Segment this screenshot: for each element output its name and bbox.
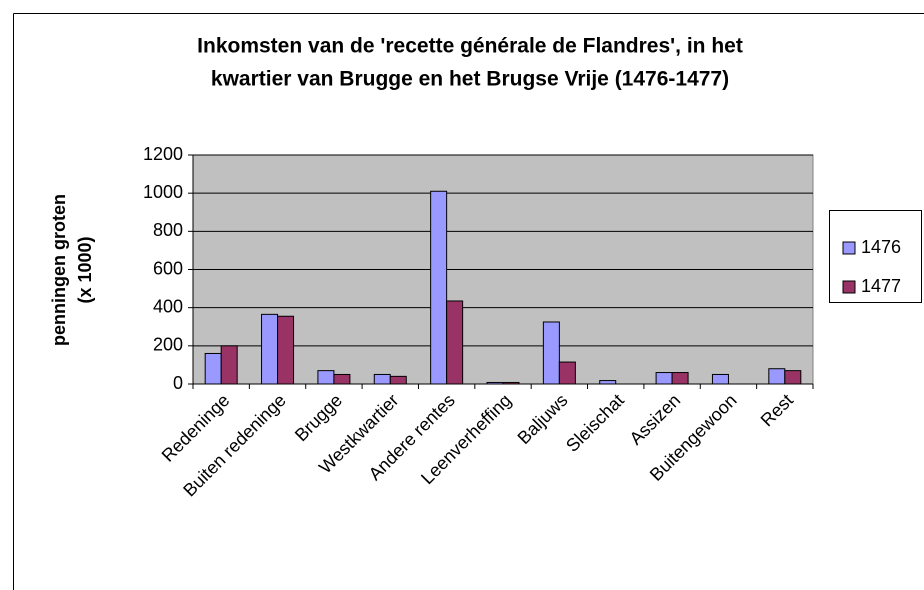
legend-label: 1476: [861, 237, 901, 257]
y-tick-label: 400: [153, 296, 183, 316]
bar: [671, 372, 689, 385]
bar: [204, 352, 222, 385]
bar: [558, 361, 576, 385]
y-tick-label: 200: [153, 335, 183, 355]
bar: [446, 300, 464, 385]
bar: [784, 370, 802, 385]
y-tick-label: 0: [173, 373, 183, 393]
y-axis-label: (x 1000): [75, 236, 95, 303]
legend-swatch: [842, 241, 856, 255]
bar: [655, 372, 673, 385]
bar: [277, 315, 295, 385]
x-tick-label: Buiten redeninge: [179, 390, 289, 500]
y-axis-label: penningen groten: [49, 194, 69, 346]
y-tick-label: 1200: [143, 144, 183, 164]
bar: [373, 373, 391, 385]
bar: [220, 345, 238, 385]
y-tick-label: 600: [153, 258, 183, 278]
legend-swatch: [842, 280, 856, 294]
bar: [389, 375, 407, 385]
bar: [711, 373, 729, 385]
chart-title: Inkomsten van de 'recette générale de Fl…: [197, 35, 743, 58]
y-tick-label: 800: [153, 220, 183, 240]
x-tick-label: Brugge: [291, 390, 346, 445]
x-tick-label: Rest: [757, 390, 797, 430]
chart-title: kwartier van Brugge en het Brugse Vrije …: [211, 68, 729, 91]
legend-label: 1477: [861, 276, 901, 296]
bar: [261, 313, 279, 385]
bar: [599, 380, 617, 385]
y-tick-label: 1000: [143, 182, 183, 202]
bar: [542, 321, 560, 385]
x-tick-label: Baljuws: [514, 390, 572, 448]
bar: [317, 370, 335, 385]
bar: [430, 190, 448, 385]
bar: [333, 373, 351, 385]
bar: [768, 368, 786, 385]
x-tick-label: Sleischat: [562, 390, 628, 456]
